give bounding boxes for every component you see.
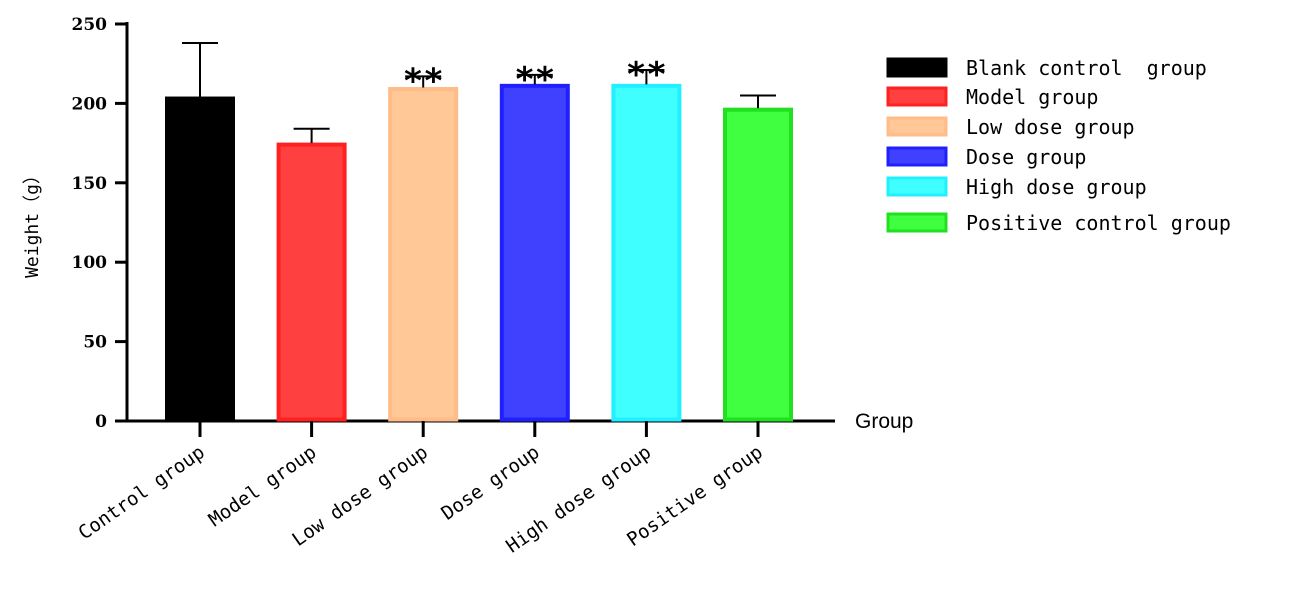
bar bbox=[276, 142, 347, 422]
bar bbox=[165, 96, 235, 422]
legend-label: Positive control group bbox=[966, 211, 1231, 235]
legend-swatch bbox=[886, 57, 948, 78]
legend: Blank control group Model group Low dose g… bbox=[886, 56, 1231, 235]
y-tick-label: 250 bbox=[72, 15, 108, 35]
legend-label: Low dose group bbox=[966, 115, 1135, 139]
legend-swatch bbox=[886, 176, 948, 197]
legend-label: Blank control group bbox=[966, 56, 1207, 80]
legend-label: Dose group bbox=[966, 145, 1086, 169]
y-tick-label: 100 bbox=[72, 253, 108, 273]
y-tick-label: 0 bbox=[95, 412, 107, 432]
bars bbox=[165, 83, 793, 422]
x-tick-label: Control group bbox=[74, 441, 208, 544]
legend-swatch bbox=[886, 146, 948, 167]
y-tick-label: 200 bbox=[72, 94, 108, 114]
bar bbox=[723, 107, 793, 422]
x-tick-label: Model group bbox=[205, 441, 321, 531]
y-ticks: 0 50 100 150 200 250 bbox=[72, 15, 127, 432]
significance-label: ** bbox=[626, 55, 667, 95]
significance-label: ** bbox=[403, 61, 444, 101]
y-tick-label: 150 bbox=[72, 174, 108, 194]
x-tick-label: Dose group bbox=[437, 441, 543, 525]
bar bbox=[611, 83, 682, 422]
significance-marks: ** ** ** bbox=[403, 55, 667, 101]
legend-swatch bbox=[886, 116, 948, 137]
legend-label: High dose group bbox=[966, 175, 1147, 199]
axes bbox=[125, 22, 835, 423]
significance-label: ** bbox=[514, 60, 555, 100]
x-axis-label: Group bbox=[855, 410, 913, 433]
bar bbox=[388, 87, 459, 422]
legend-label: Model group bbox=[966, 85, 1098, 109]
y-axis-label: Weight（g） bbox=[22, 166, 43, 278]
y-tick-label: 50 bbox=[83, 333, 107, 353]
legend-swatch bbox=[886, 86, 948, 107]
legend-swatch bbox=[886, 212, 948, 233]
error-bars bbox=[182, 42, 776, 144]
bar bbox=[499, 83, 570, 422]
